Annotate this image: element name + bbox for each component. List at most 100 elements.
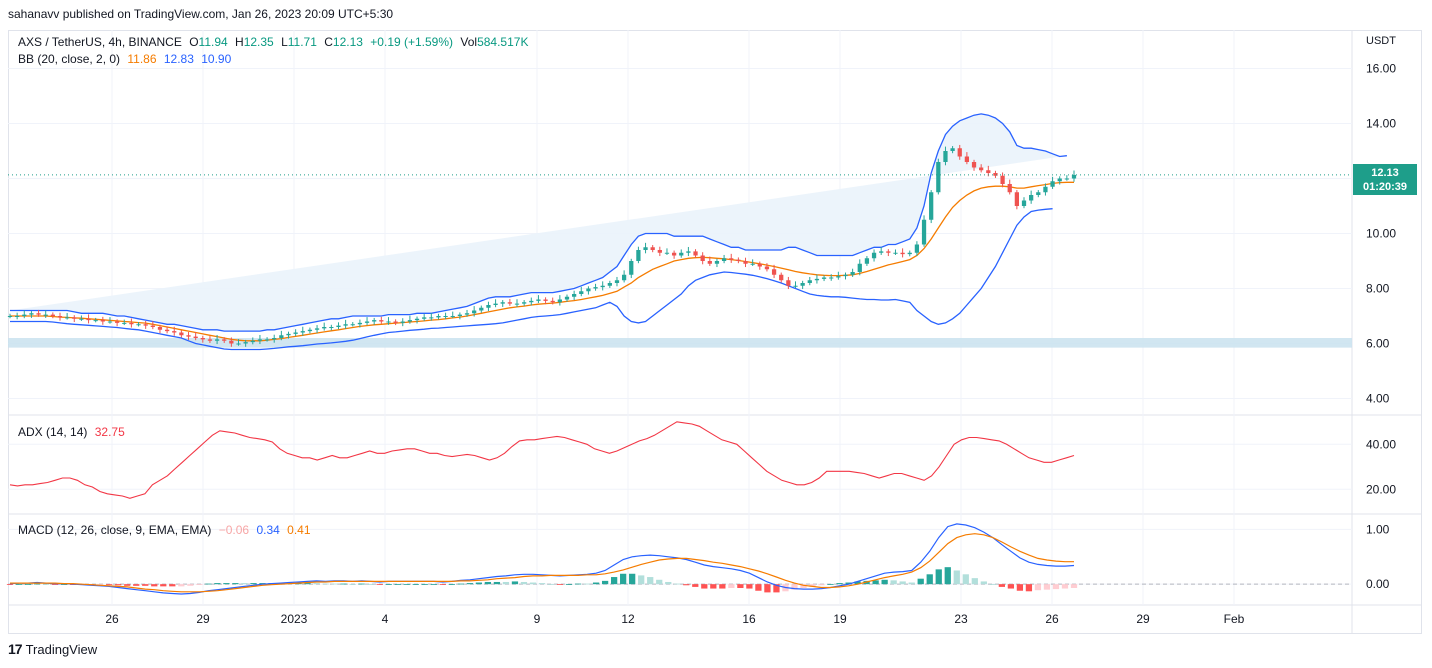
- macd-histogram-bar: [42, 584, 50, 585]
- candle-body: [993, 173, 998, 176]
- candle-body: [393, 321, 398, 323]
- macd-histogram-bar: [24, 584, 32, 585]
- macd-histogram-bar: [349, 584, 356, 585]
- x-tick-label: 29: [196, 612, 210, 626]
- candle-body: [57, 316, 63, 318]
- bb-lower-line: [10, 208, 1053, 351]
- candle-body: [457, 314, 463, 316]
- candle-body: [986, 170, 991, 173]
- macd-histogram-bar: [15, 584, 23, 585]
- candle-body: [357, 322, 363, 325]
- macd-histogram-bar: [989, 584, 996, 585]
- candle-body: [914, 244, 920, 253]
- candle-body: [586, 288, 591, 292]
- macd-histogram-bar: [178, 584, 185, 587]
- macd-histogram-bar: [51, 584, 59, 585]
- macd-tick-label: 0.00: [1366, 577, 1390, 591]
- macd-histogram-bar: [439, 584, 446, 585]
- candle-body: [621, 274, 627, 281]
- support-zone: [8, 338, 1352, 348]
- candle-body: [129, 322, 134, 325]
- candle-body: [307, 329, 313, 332]
- macd-histogram-bar: [457, 583, 464, 585]
- candle-body: [829, 277, 834, 279]
- macd-histogram-bar: [169, 584, 176, 587]
- close-label: C: [324, 35, 333, 49]
- last-price-value: 12.13: [1371, 167, 1399, 179]
- macd-legend: MACD (12, 26, close, 9, EMA, EMA) −0.06 …: [18, 523, 315, 537]
- bb-basis-value: 11.86: [127, 52, 157, 66]
- macd-histogram-bar: [547, 584, 555, 585]
- macd-histogram-bar: [538, 583, 546, 585]
- adx-tick-label: 40.00: [1366, 437, 1396, 451]
- bb-upper-line: [10, 113, 1067, 332]
- candle-body: [679, 252, 684, 256]
- volume-label: Vol: [460, 35, 478, 49]
- macd-label[interactable]: MACD (12, 26, close, 9, EMA, EMA): [18, 523, 212, 537]
- macd-histogram-bar: [791, 584, 798, 590]
- macd-histogram-bar: [665, 581, 672, 585]
- candle-body: [871, 252, 877, 259]
- y-tick-label: 8.00: [1366, 282, 1390, 296]
- candle-body: [629, 261, 634, 275]
- candle-body: [172, 331, 177, 333]
- candle-body: [300, 331, 305, 333]
- candle-body: [364, 321, 370, 323]
- candle-body: [572, 294, 577, 297]
- macd-histogram-bar: [827, 584, 834, 585]
- y-tick-label: 6.00: [1366, 337, 1390, 351]
- macd-histogram-bar: [124, 584, 131, 586]
- candle-body: [857, 263, 862, 272]
- candle-body: [793, 285, 798, 287]
- candle-body: [36, 313, 41, 315]
- adx-label[interactable]: ADX (14, 14): [18, 425, 88, 439]
- candle-body: [372, 320, 377, 322]
- candle-body: [179, 332, 184, 336]
- macd-histogram-bar: [656, 579, 663, 585]
- candle-body: [564, 296, 570, 300]
- currency-label: USDT: [1366, 35, 1396, 47]
- bb-label[interactable]: BB (20, close, 2, 0): [18, 52, 121, 66]
- candle-body: [529, 300, 534, 303]
- macd-histogram-bar: [1052, 584, 1060, 590]
- candle-body: [222, 339, 227, 341]
- macd-histogram-bar: [881, 579, 888, 585]
- close-value: 12.13: [332, 35, 363, 49]
- candle-body: [700, 255, 705, 261]
- footer-brand[interactable]: 17 TradingView: [8, 641, 97, 657]
- candle-body: [879, 251, 884, 253]
- macd-histogram-bar: [845, 582, 852, 585]
- candle-body: [436, 316, 441, 318]
- candle-body: [686, 251, 691, 253]
- candle-body: [486, 305, 491, 308]
- candle-body: [400, 321, 405, 323]
- macd-histogram-bar: [385, 584, 392, 585]
- macd-histogram-bar: [106, 584, 113, 585]
- candle-body: [479, 307, 484, 311]
- candle-body: [836, 276, 841, 278]
- symbol-name[interactable]: AXS / TetherUS, 4h, BINANCE: [18, 35, 182, 49]
- bar-countdown: 01:20:39: [1362, 181, 1408, 193]
- candle-body: [64, 317, 70, 319]
- open-label: O: [189, 35, 199, 49]
- candle-body: [72, 317, 77, 319]
- macd-histogram-bar: [701, 584, 708, 589]
- volume-value: 584.517K: [477, 35, 529, 49]
- macd-histogram-bar: [1061, 584, 1069, 589]
- candle-body: [272, 338, 277, 340]
- macd-histogram-bar: [674, 583, 681, 585]
- macd-histogram-bar: [971, 578, 978, 585]
- candle-body: [929, 192, 934, 220]
- candle-body: [336, 325, 341, 327]
- macd-histogram-bar: [493, 581, 501, 585]
- macd-histogram-bar: [592, 582, 600, 585]
- adx-line: [9, 421, 1075, 499]
- macd-histogram-bar: [1070, 584, 1078, 589]
- x-tick-label: 4: [382, 612, 389, 626]
- macd-histogram-bar: [520, 581, 528, 585]
- candle-body: [1050, 181, 1055, 187]
- candle-body: [214, 339, 220, 341]
- candle-body: [443, 316, 448, 317]
- candle-body: [800, 283, 805, 286]
